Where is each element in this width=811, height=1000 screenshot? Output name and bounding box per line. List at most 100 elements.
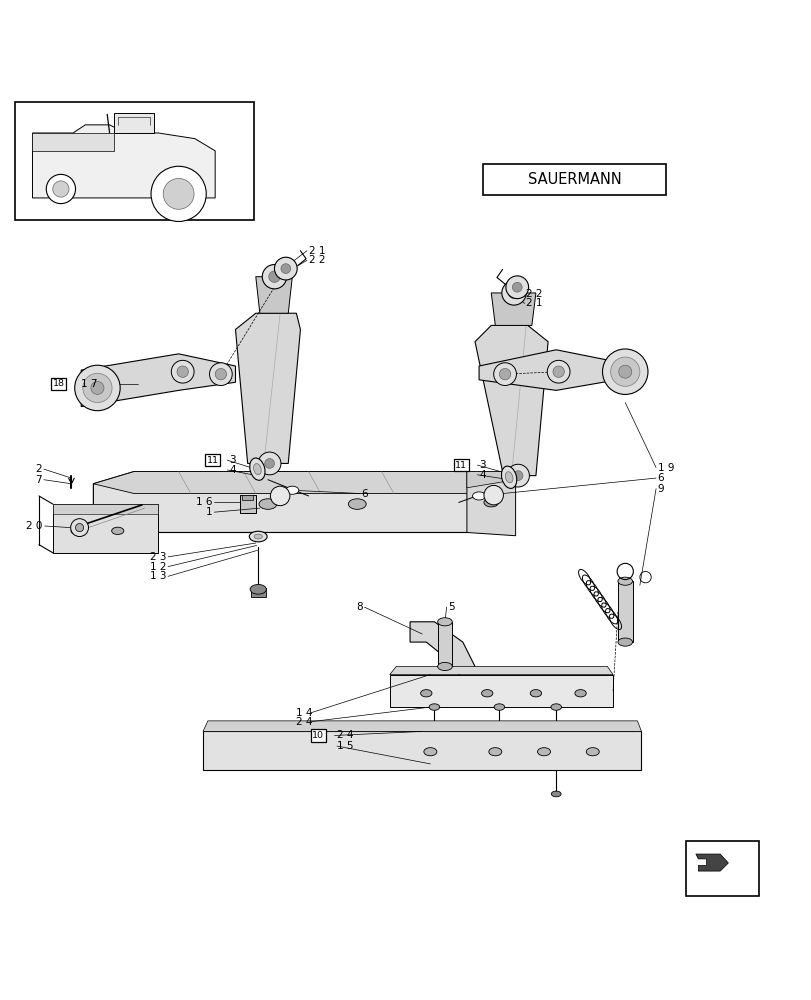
Polygon shape [410, 622, 474, 675]
Ellipse shape [285, 486, 298, 494]
Polygon shape [474, 325, 547, 476]
Circle shape [177, 366, 188, 377]
Ellipse shape [530, 690, 541, 697]
Text: 10: 10 [312, 731, 324, 740]
Circle shape [264, 459, 274, 468]
Bar [437, 622, 452, 666]
Circle shape [493, 363, 516, 386]
Text: 8: 8 [356, 602, 363, 612]
Text: 3: 3 [229, 455, 235, 465]
Bar [15, 102, 254, 220]
Circle shape [75, 365, 120, 411]
Polygon shape [478, 350, 616, 390]
Text: 2 3: 2 3 [150, 552, 166, 562]
Ellipse shape [488, 748, 501, 756]
Text: 2 4: 2 4 [337, 730, 353, 740]
Text: 1: 1 [206, 507, 212, 517]
Circle shape [513, 471, 522, 481]
Ellipse shape [437, 618, 452, 626]
Circle shape [508, 287, 519, 299]
Circle shape [53, 181, 69, 197]
Ellipse shape [253, 464, 261, 475]
Bar [685, 841, 758, 896]
Polygon shape [491, 293, 535, 325]
Ellipse shape [111, 527, 123, 535]
Circle shape [270, 486, 290, 506]
Text: 6: 6 [361, 489, 367, 499]
Circle shape [505, 276, 528, 299]
Ellipse shape [481, 690, 492, 697]
Polygon shape [466, 472, 515, 536]
Ellipse shape [550, 704, 561, 710]
Ellipse shape [574, 690, 586, 697]
Polygon shape [53, 504, 158, 514]
Ellipse shape [250, 584, 266, 594]
Ellipse shape [504, 472, 513, 483]
Ellipse shape [348, 499, 366, 509]
Ellipse shape [420, 690, 431, 697]
Ellipse shape [437, 662, 452, 671]
Text: 1 7: 1 7 [81, 379, 97, 389]
Ellipse shape [493, 704, 504, 710]
Circle shape [552, 366, 564, 377]
Text: 1 5: 1 5 [337, 741, 353, 751]
Text: 2 4: 2 4 [296, 717, 312, 727]
Text: 2: 2 [36, 464, 42, 474]
Text: 1 3: 1 3 [150, 571, 166, 581]
Ellipse shape [423, 748, 436, 756]
Circle shape [501, 281, 526, 305]
Polygon shape [389, 666, 612, 675]
Bar [251, 588, 265, 597]
Circle shape [75, 524, 84, 532]
Ellipse shape [501, 466, 516, 488]
Circle shape [83, 373, 112, 403]
Text: 3: 3 [478, 460, 485, 470]
Circle shape [483, 485, 503, 505]
Ellipse shape [586, 748, 599, 756]
Text: 2 2: 2 2 [526, 289, 542, 299]
Circle shape [268, 271, 280, 282]
Polygon shape [32, 125, 215, 198]
Circle shape [262, 265, 286, 289]
Ellipse shape [250, 458, 264, 480]
Text: 11: 11 [455, 461, 466, 470]
Ellipse shape [551, 791, 560, 797]
Circle shape [281, 264, 290, 273]
Ellipse shape [537, 748, 550, 756]
Circle shape [151, 166, 206, 221]
Circle shape [506, 464, 529, 487]
Ellipse shape [617, 638, 632, 646]
Polygon shape [389, 675, 612, 707]
Circle shape [163, 178, 194, 209]
Circle shape [71, 519, 88, 537]
Ellipse shape [428, 704, 440, 710]
Text: 5: 5 [448, 602, 454, 612]
Polygon shape [255, 277, 292, 313]
Polygon shape [203, 721, 641, 731]
Circle shape [618, 365, 631, 378]
Circle shape [171, 360, 194, 383]
Circle shape [512, 282, 521, 292]
Polygon shape [81, 354, 235, 407]
Text: 2 1: 2 1 [308, 246, 324, 256]
Ellipse shape [472, 492, 485, 500]
Text: 9: 9 [657, 484, 663, 494]
Ellipse shape [617, 577, 632, 585]
Polygon shape [695, 854, 727, 871]
Circle shape [46, 174, 75, 204]
Text: 11: 11 [207, 456, 218, 465]
Text: 1 4: 1 4 [296, 708, 312, 718]
Polygon shape [93, 472, 507, 494]
Ellipse shape [249, 531, 267, 542]
Text: 1 2: 1 2 [150, 562, 166, 572]
Circle shape [258, 452, 281, 475]
Polygon shape [235, 313, 300, 463]
Text: 4: 4 [478, 470, 485, 480]
Circle shape [91, 381, 104, 394]
Text: 7: 7 [36, 475, 42, 485]
Text: 18: 18 [53, 379, 64, 388]
Circle shape [602, 349, 647, 394]
Text: 2 2: 2 2 [308, 255, 324, 265]
Polygon shape [203, 731, 641, 770]
Polygon shape [93, 472, 507, 532]
